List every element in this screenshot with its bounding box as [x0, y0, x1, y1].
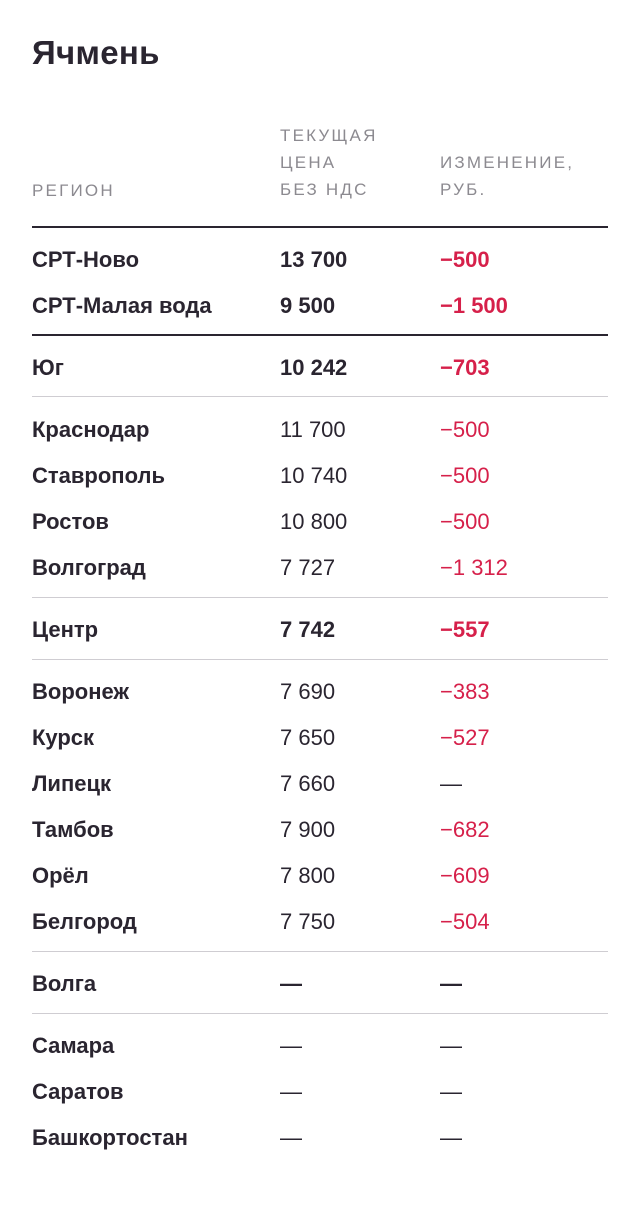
table-row: Белгород 7 750 −504 — [0, 907, 640, 937]
price-value: 7 900 — [280, 817, 336, 842]
price-value: 7 660 — [280, 771, 336, 796]
table-row: Орёл 7 800 −609 — [0, 861, 640, 891]
change-value: −500 — [440, 463, 490, 488]
table-row-group-total: Юг 10 242 −703 — [0, 353, 640, 383]
price-value: 10 800 — [280, 509, 348, 534]
table-row: Ставрополь 10 740 −500 — [0, 461, 640, 491]
price-value: 7 750 — [280, 909, 336, 934]
change-value: −527 — [440, 725, 490, 750]
change-value: — — [440, 1033, 462, 1058]
change-value: −504 — [440, 909, 490, 934]
page-title: Ячмень — [32, 34, 160, 71]
header-price: ТЕКУЩАЯ ЦЕНА БЕЗ НДС — [280, 122, 378, 203]
region-name: Волгоград — [32, 555, 146, 580]
table-row: СРТ-Ново 13 700 −500 — [0, 245, 640, 275]
table-row: Ростов 10 800 −500 — [0, 507, 640, 537]
price-value: 7 800 — [280, 863, 336, 888]
row-divider — [32, 951, 608, 952]
table-row-group-total: Центр 7 742 −557 — [0, 615, 640, 645]
change-value: −609 — [440, 863, 490, 888]
change-value: — — [440, 1079, 462, 1104]
change-value: −1 312 — [440, 555, 508, 580]
price-value: — — [280, 1033, 302, 1058]
change-value: −383 — [440, 679, 490, 704]
header-change-line-2: РУБ. — [440, 180, 487, 199]
region-name: Воронеж — [32, 679, 130, 704]
change-value: −703 — [440, 355, 490, 380]
region-name: Краснодар — [32, 417, 150, 442]
change-value: −682 — [440, 817, 490, 842]
row-divider — [32, 396, 608, 397]
price-value: — — [280, 1079, 302, 1104]
change-value: −500 — [440, 509, 490, 534]
region-name: Центр — [32, 617, 99, 642]
region-name: Саратов — [32, 1079, 124, 1104]
change-value: −557 — [440, 617, 490, 642]
region-name: Тамбов — [32, 817, 114, 842]
price-value: 7 727 — [280, 555, 336, 580]
header-change: ИЗМЕНЕНИЕ, РУБ. — [440, 149, 574, 203]
region-name: СРТ-Ново — [32, 247, 140, 272]
price-value: 10 740 — [280, 463, 348, 488]
region-name: Орёл — [32, 863, 89, 888]
change-value: — — [440, 971, 462, 996]
table-row: СРТ-Малая вода 9 500 −1 500 — [0, 291, 640, 321]
price-value: 13 700 — [280, 247, 348, 272]
region-name: Юг — [32, 355, 64, 380]
table-row: Курск 7 650 −527 — [0, 723, 640, 753]
table-row: Башкортостан — — — [0, 1123, 640, 1153]
region-name: Ростов — [32, 509, 109, 534]
header-divider — [32, 226, 608, 228]
change-value: −1 500 — [440, 293, 508, 318]
table-row: Краснодар 11 700 −500 — [0, 415, 640, 445]
row-divider — [32, 1013, 608, 1014]
price-value: 9 500 — [280, 293, 336, 318]
header-change-line-1: ИЗМЕНЕНИЕ, — [440, 153, 575, 172]
table-row: Тамбов 7 900 −682 — [0, 815, 640, 845]
row-divider — [32, 659, 608, 660]
region-name: Белгород — [32, 909, 137, 934]
region-name: Самара — [32, 1033, 115, 1058]
region-name: Волга — [32, 971, 97, 996]
region-name: Башкортостан — [32, 1125, 188, 1150]
header-price-line-3: БЕЗ НДС — [280, 180, 369, 199]
price-value: 7 690 — [280, 679, 336, 704]
row-divider — [32, 597, 608, 598]
table-row: Саратов — — — [0, 1077, 640, 1107]
region-name: Ставрополь — [32, 463, 165, 488]
table-row: Воронеж 7 690 −383 — [0, 677, 640, 707]
price-value: 7 650 — [280, 725, 336, 750]
price-value: — — [280, 971, 302, 996]
table-row-group-total: Волга — — — [0, 969, 640, 999]
change-value: −500 — [440, 417, 490, 442]
change-value: — — [440, 771, 462, 796]
header-region: РЕГИОН — [32, 181, 115, 200]
price-value: 10 242 — [280, 355, 348, 380]
group-divider — [32, 334, 608, 336]
region-name: Липецк — [32, 771, 112, 796]
header-price-line-2: ЦЕНА — [280, 153, 337, 172]
table-row: Липецк 7 660 — — [0, 769, 640, 799]
region-name: Курск — [32, 725, 95, 750]
price-value: — — [280, 1125, 302, 1150]
price-value: 11 700 — [280, 417, 346, 442]
table-row: Волгоград 7 727 −1 312 — [0, 553, 640, 583]
change-value: — — [440, 1125, 462, 1150]
table-row: Самара — — — [0, 1031, 640, 1061]
header-price-line-1: ТЕКУЩАЯ — [280, 126, 378, 145]
price-value: 7 742 — [280, 617, 336, 642]
change-value: −500 — [440, 247, 490, 272]
region-name: СРТ-Малая вода — [32, 293, 212, 318]
